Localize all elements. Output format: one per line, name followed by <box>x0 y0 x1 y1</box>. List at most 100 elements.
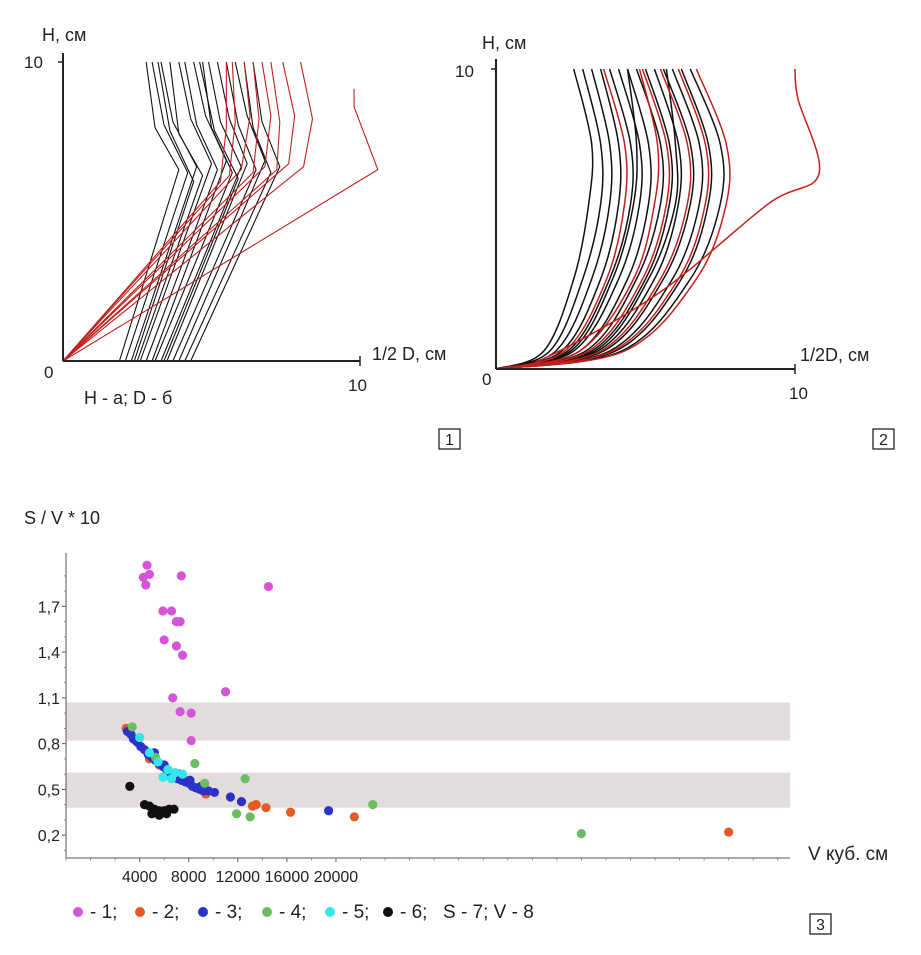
point-series-3-29 <box>185 775 195 785</box>
point-series-2-8 <box>261 803 271 813</box>
panel-1-origin-label: 0 <box>44 363 53 382</box>
panel-1-x-max-label: 10 <box>348 376 367 395</box>
panel-1-series-red-20 <box>62 61 281 362</box>
panel-2-series-red-18 <box>495 68 692 370</box>
point-series-6-10 <box>162 809 172 819</box>
point-series-2-10 <box>349 812 359 822</box>
point-series-5-5 <box>177 769 188 779</box>
panel-2-series-black-15 <box>495 68 679 370</box>
panel-1-series-black-13 <box>190 61 281 362</box>
legend-marker-3 <box>198 907 208 917</box>
point-series-2-11 <box>724 827 734 837</box>
point-series-3-23 <box>209 787 220 798</box>
point-series-6-8 <box>147 809 157 819</box>
panel-1-series-red-17 <box>62 61 251 362</box>
panel-3-points <box>121 560 734 839</box>
panel-2-number: 2 <box>879 432 888 449</box>
panel-2-series-black-4 <box>495 68 634 370</box>
x-tick-label-0: 4000 <box>122 869 158 886</box>
panel-2-series-red-21 <box>495 68 660 370</box>
legend-label-3: - 3; <box>215 902 242 923</box>
panel-2-x-label: 1/2D, см <box>800 345 869 365</box>
panel-2-series-red-16 <box>495 68 628 370</box>
legend-extra: S - 7; V - 8 <box>443 902 534 923</box>
panel-1-label-box <box>438 428 461 450</box>
y-tick-label-3: 1,1 <box>38 691 60 708</box>
point-series-1-11 <box>171 641 182 651</box>
panel-1-series-red-24 <box>62 88 379 362</box>
x-tick-label-3: 16000 <box>265 869 310 886</box>
point-series-5-2 <box>153 757 163 767</box>
y-tick-label-1: 0,5 <box>38 782 60 799</box>
point-series-2-7 <box>251 800 261 810</box>
panel-1-number: 1 <box>445 432 454 449</box>
panel-1-series-black-3 <box>136 61 204 362</box>
panel-1-series-red-21 <box>62 61 296 362</box>
point-series-1-14 <box>168 693 178 703</box>
legend-marker-5 <box>325 907 335 917</box>
y-tick-label-4: 1,4 <box>38 645 60 662</box>
point-series-1-9 <box>175 617 185 627</box>
point-series-4-8 <box>576 829 586 839</box>
panel-1-annotation: H - a; D - б <box>84 388 172 408</box>
point-series-1-15 <box>175 707 185 717</box>
panel-3-y-label: S / V * 10 <box>24 508 100 528</box>
panel-1-series-black-8 <box>160 61 242 362</box>
point-series-1-0 <box>142 560 152 570</box>
legend-label-1: - 1; <box>90 902 117 923</box>
point-series-4-3 <box>200 778 210 788</box>
panel-2-label-box <box>872 428 895 450</box>
panel-1-series-red-22 <box>62 61 314 362</box>
panel-2-series-red-20 <box>495 68 731 370</box>
point-series-4-5 <box>231 809 242 819</box>
panel-1: H, см 10 0 10 1/2 D, см H - a; D - б 1 <box>24 25 461 450</box>
legend-label-4: - 4; <box>279 902 306 923</box>
x-tick-label-1: 8000 <box>171 869 207 886</box>
panel-2-series-black-0 <box>495 68 594 370</box>
legend-label-6: - 6; <box>400 902 427 923</box>
panel-3: 0,2 0,5 0,8 1,1 1,4 1,7 4000 8000 12000 16000 2000… <box>24 508 888 935</box>
panel-2-origin-label: 0 <box>482 370 491 389</box>
point-series-4-7 <box>368 800 378 810</box>
point-series-3-31 <box>324 806 334 816</box>
panel-3-band-0 <box>66 702 790 741</box>
point-series-1-17 <box>186 735 196 746</box>
panel-1-series-red-19 <box>62 61 272 362</box>
point-series-5-6 <box>158 772 168 782</box>
point-series-2-9 <box>285 807 296 817</box>
point-series-6-0 <box>125 781 135 791</box>
panel-1-y-label: H, см <box>42 25 86 45</box>
point-series-4-4 <box>240 774 250 784</box>
point-series-3-25 <box>236 796 247 807</box>
panel-2-series-black-5 <box>495 68 643 370</box>
panel-2-x-max-label: 10 <box>789 384 808 403</box>
point-series-4-2 <box>190 758 200 769</box>
point-series-1-7 <box>166 606 177 616</box>
panel-3-ticks: 0,2 0,5 0,8 1,1 1,4 1,7 4000 8000 12000 16000 2000… <box>38 575 779 886</box>
point-series-5-1 <box>144 748 155 758</box>
point-series-1-10 <box>159 635 169 645</box>
legend-label-2: - 2; <box>152 902 179 923</box>
panel-1-series-black-15 <box>163 61 239 362</box>
point-series-3-24 <box>225 792 236 802</box>
point-series-1-2 <box>138 572 148 583</box>
panel-1-series-red-18 <box>62 61 260 362</box>
panel-2-series-black-14 <box>495 68 638 370</box>
point-series-5-3 <box>163 764 173 775</box>
panel-3-legend: S - 7; V - 8 - 1; - 2; - 3; - 4; - 5; - 6; <box>73 902 534 923</box>
panel-2-y-label: H, см <box>482 33 526 53</box>
point-series-1-16 <box>186 708 196 718</box>
panel-1-series-black-12 <box>184 61 272 362</box>
panel-2-series-black-7 <box>495 68 665 370</box>
panel-3-label-box <box>809 913 832 935</box>
legend-marker-4 <box>262 907 272 917</box>
point-series-5-7 <box>166 774 177 784</box>
legend-marker-6 <box>383 907 393 917</box>
point-series-4-6 <box>245 812 255 822</box>
panel-1-series-red-16 <box>62 61 236 362</box>
point-series-5-0 <box>135 732 145 743</box>
panel-3-x-label: V куб. см <box>808 844 888 865</box>
legend-marker-1 <box>73 907 83 917</box>
panel-1-series-black-11 <box>178 61 266 362</box>
